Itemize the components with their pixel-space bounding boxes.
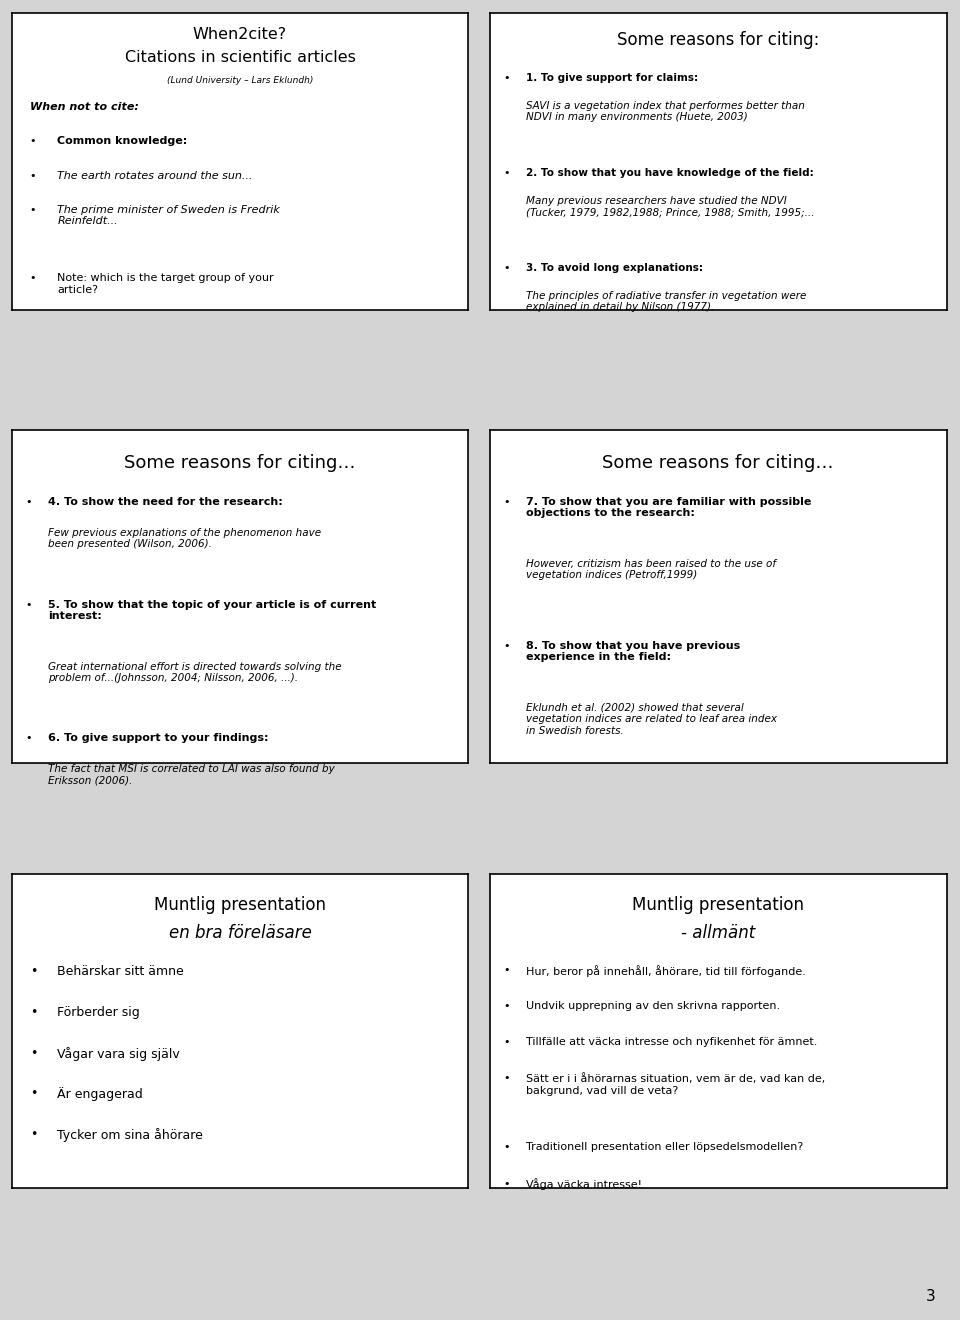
Text: Great international effort is directed towards solving the
problem of...(Johnsso: Great international effort is directed t… — [48, 661, 342, 684]
Text: Behärskar sitt ämne: Behärskar sitt ämne — [58, 965, 184, 978]
Text: Traditionell presentation eller löpsedelsmodellen?: Traditionell presentation eller löpsedel… — [526, 1142, 804, 1152]
Text: 5. To show that the topic of your article is of current
interest:: 5. To show that the topic of your articl… — [48, 599, 376, 622]
Text: The prime minister of Sweden is Fredrik
Reinfeldt...: The prime minister of Sweden is Fredrik … — [58, 205, 280, 226]
Text: Some reasons for citing…: Some reasons for citing… — [602, 454, 834, 471]
Text: Är engagerad: Är engagerad — [58, 1088, 143, 1101]
Text: Våga väcka intresse!: Våga väcka intresse! — [526, 1179, 642, 1191]
Text: •: • — [30, 1088, 37, 1101]
Text: •: • — [25, 599, 32, 610]
Text: SAVI is a vegetation index that performes better than
NDVI in many environments : SAVI is a vegetation index that performe… — [526, 100, 805, 123]
Text: Muntlig presentation: Muntlig presentation — [632, 896, 804, 913]
Text: •: • — [503, 1001, 510, 1011]
Text: •: • — [25, 496, 32, 507]
Text: However, critizism has been raised to the use of
vegetation indices (Petroff,199: However, critizism has been raised to th… — [526, 558, 776, 581]
Text: Undvik upprepning av den skrivna rapporten.: Undvik upprepning av den skrivna rapport… — [526, 1001, 780, 1011]
Text: •: • — [503, 73, 510, 83]
Text: •: • — [30, 1047, 37, 1060]
Text: The earth rotates around the sun...: The earth rotates around the sun... — [58, 170, 252, 181]
Text: (Lund University – Lars Eklundh): (Lund University – Lars Eklundh) — [167, 75, 313, 84]
Text: Vågar vara sig själv: Vågar vara sig själv — [58, 1047, 180, 1060]
Text: The principles of radiative transfer in vegetation were
explained in detail by N: The principles of radiative transfer in … — [526, 290, 806, 313]
Text: •: • — [503, 640, 510, 651]
Text: •: • — [25, 734, 32, 743]
Text: •: • — [503, 168, 510, 178]
Text: 6. To give support to your findings:: 6. To give support to your findings: — [48, 734, 269, 743]
Text: 8. To show that you have previous
experience in the field:: 8. To show that you have previous experi… — [526, 640, 740, 663]
Text: When not to cite:: When not to cite: — [30, 103, 138, 112]
Text: •: • — [503, 965, 510, 975]
Text: •: • — [30, 205, 36, 215]
Text: •: • — [503, 1142, 510, 1152]
Text: 3. To avoid long explanations:: 3. To avoid long explanations: — [526, 263, 703, 273]
Text: When2cite?: When2cite? — [193, 26, 287, 41]
Text: •: • — [503, 1038, 510, 1047]
Text: 2. To show that you have knowledge of the field:: 2. To show that you have knowledge of th… — [526, 168, 814, 178]
Text: Common knowledge:: Common knowledge: — [58, 136, 187, 147]
Text: en bra föreläsare: en bra föreläsare — [169, 924, 311, 942]
Text: •: • — [30, 1006, 37, 1019]
Text: •: • — [30, 136, 36, 147]
Text: The fact that MSI is correlated to LAI was also found by
Eriksson (2006).: The fact that MSI is correlated to LAI w… — [48, 764, 335, 785]
Text: •: • — [30, 170, 36, 181]
Text: Eklundh et al. (2002) showed that several
vegetation indices are related to leaf: Eklundh et al. (2002) showed that severa… — [526, 702, 778, 735]
Text: Note: which is the target group of your
article?: Note: which is the target group of your … — [58, 273, 274, 294]
Text: 7. To show that you are familiar with possible
objections to the research:: 7. To show that you are familiar with po… — [526, 496, 811, 519]
Text: •: • — [503, 1179, 510, 1188]
Text: Few previous explanations of the phenomenon have
been presented (Wilson, 2006).: Few previous explanations of the phenome… — [48, 528, 322, 549]
Text: Sätt er i i åhörarnas situation, vem är de, vad kan de,
bakgrund, vad vill de ve: Sätt er i i åhörarnas situation, vem är … — [526, 1073, 826, 1096]
Text: •: • — [503, 496, 510, 507]
Text: Citations in scientific articles: Citations in scientific articles — [125, 50, 355, 65]
Text: - allmänt: - allmänt — [681, 924, 756, 942]
Text: 3: 3 — [926, 1290, 936, 1304]
Text: Some reasons for citing…: Some reasons for citing… — [124, 454, 356, 471]
Text: Some reasons for citing:: Some reasons for citing: — [617, 30, 819, 49]
Text: 4. To show the need for the research:: 4. To show the need for the research: — [48, 496, 283, 507]
Text: •: • — [503, 263, 510, 273]
Text: Muntlig presentation: Muntlig presentation — [154, 896, 326, 913]
Text: 1. To give support for claims:: 1. To give support for claims: — [526, 73, 698, 83]
Text: •: • — [503, 1073, 510, 1084]
Text: Förberder sig: Förberder sig — [58, 1006, 140, 1019]
Text: Tycker om sina åhörare: Tycker om sina åhörare — [58, 1129, 204, 1142]
Text: Hur, beror på innehåll, åhörare, tid till förfogande.: Hur, beror på innehåll, åhörare, tid til… — [526, 965, 806, 977]
Text: Many previous researchers have studied the NDVI
(Tucker, 1979, 1982,1988; Prince: Many previous researchers have studied t… — [526, 195, 814, 218]
Text: •: • — [30, 273, 36, 282]
Text: •: • — [30, 1129, 37, 1142]
Text: Tillfälle att väcka intresse och nyfikenhet för ämnet.: Tillfälle att väcka intresse och nyfiken… — [526, 1038, 818, 1047]
Text: •: • — [30, 965, 37, 978]
